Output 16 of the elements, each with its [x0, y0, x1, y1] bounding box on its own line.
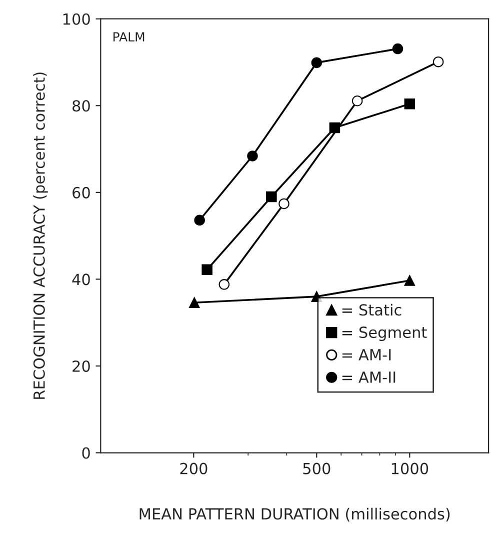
y-tick-label: 40	[72, 274, 90, 286]
annotation: PALM	[114, 32, 144, 42]
y-tick-label: 80	[72, 100, 90, 112]
legend-label: = AM-II	[342, 372, 396, 383]
x-tick-label: 200	[180, 462, 208, 474]
y-tick-label: 20	[72, 360, 90, 372]
legend-label: = Static	[342, 304, 402, 316]
legend-label: = Segment	[342, 326, 427, 342]
x-axis-title: MEAN PATTERN DURATION (milliseconds)	[140, 508, 450, 522]
y-tick-label: 60	[72, 186, 90, 198]
y-axis-title: RECOGNITION ACCURACY (percent correct)	[33, 72, 48, 399]
legend-label: = AM-I	[342, 349, 391, 360]
x-tick-label: 1000	[392, 462, 428, 474]
y-tick-label: 100	[63, 13, 90, 25]
y-tick-label: 0	[82, 447, 90, 459]
x-tick-label: 500	[303, 462, 330, 474]
